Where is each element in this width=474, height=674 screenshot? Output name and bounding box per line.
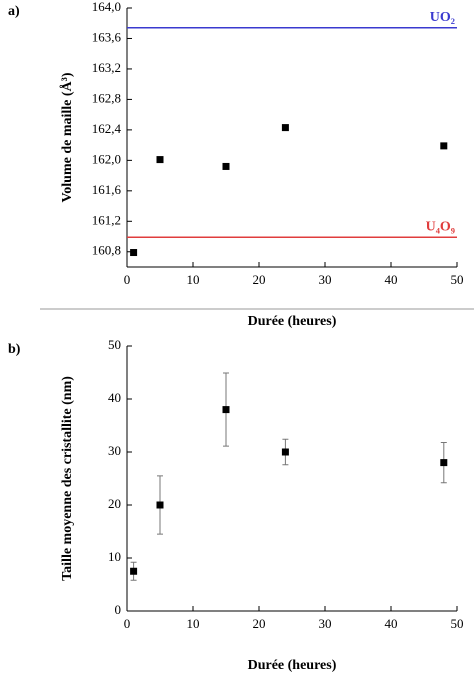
y-tick-label: 162,4 [92,121,122,136]
x-tick-label: 50 [451,616,464,631]
x-tick-label: 30 [319,616,332,631]
reference-label: UO₂ [430,10,455,25]
point [281,448,289,456]
y-tick-label: 40 [108,390,121,405]
y-axis-label: Volume de maille (Å³) [59,72,75,202]
point [440,142,448,150]
x-tick-label: 30 [319,272,332,287]
point [130,249,138,257]
x-tick-label: 10 [187,616,200,631]
x-tick-label: 40 [385,272,398,287]
y-tick-label: 163,6 [92,29,122,44]
y-tick-label: 161,2 [92,212,121,227]
y-tick-label: 20 [108,496,121,511]
panel-label: b) [8,342,21,357]
x-axis-label: Durée (heures) [248,658,337,673]
y-tick-label: 161,6 [92,182,122,197]
point [440,459,448,467]
y-tick-label: 0 [115,602,122,617]
panel-label: a) [8,4,20,19]
x-tick-label: 40 [385,616,398,631]
point [130,567,138,575]
point [156,501,164,509]
y-tick-label: 50 [108,337,121,352]
y-tick-label: 163,2 [92,60,121,75]
point [222,162,230,170]
x-tick-label: 50 [451,272,464,287]
x-tick-label: 20 [253,272,266,287]
y-tick-label: 164,0 [92,0,121,14]
point [156,156,164,164]
reference-label: U₄O₉ [426,220,455,235]
y-tick-label: 162,0 [92,151,121,166]
y-tick-label: 30 [108,443,121,458]
y-tick-label: 162,8 [92,90,121,105]
y-tick-label: 10 [108,549,121,564]
y-tick-label: 160,8 [92,243,121,258]
x-tick-label: 10 [187,272,200,287]
x-axis-label: Durée (heures) [248,314,337,329]
x-tick-label: 0 [124,272,131,287]
point [281,124,289,132]
y-axis-label: Taille moyenne des cristallite (nm) [60,376,75,581]
point [222,406,230,414]
x-tick-label: 20 [253,616,266,631]
x-tick-label: 0 [124,616,131,631]
